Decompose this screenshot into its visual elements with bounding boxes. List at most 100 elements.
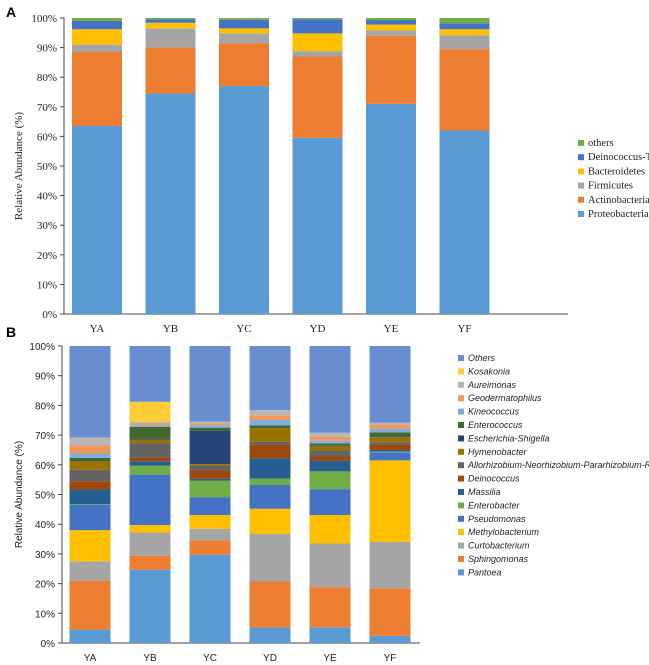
bar-segment-deinococcus [69, 481, 111, 490]
bar-segment-aureimonas [189, 421, 231, 424]
bar-segment-hymenobacter [69, 460, 111, 470]
bar-segment-actinobacteria [366, 35, 416, 104]
bar-segment-massilia [69, 489, 111, 505]
bar-segment-kosakonia [129, 401, 171, 422]
bar-segment-proteobacteria [366, 103, 416, 314]
y-tick-label: 10% [37, 279, 57, 291]
bar-yb [145, 18, 196, 314]
bar-segment-enterobacter [129, 465, 171, 475]
legend-item: Enterobacter [458, 500, 521, 510]
legend-swatch [578, 196, 584, 203]
bar-segment-enterobacter [69, 504, 111, 505]
chart-panel-b: B 0% 10% 20% 30% 40% 50% 60% 70% 80% 90% 100% Relati… [6, 324, 649, 664]
legend-swatch [458, 381, 464, 388]
bar-yb [129, 346, 171, 643]
legend-label: Kosakonia [468, 366, 510, 376]
legend-item: Methylobacterium [458, 527, 540, 537]
bar-segment-allorhizobium-neorhizobium-pararhizobium-rhizobium [369, 442, 411, 445]
legend-item: Curtobacterium [458, 541, 530, 551]
bar-segment-deinococcus-thermus [292, 19, 343, 34]
bar-segment-enterococcus [129, 426, 171, 439]
legend-swatch [578, 211, 584, 217]
bar-segment-bacteroidetes [366, 24, 416, 31]
legend: others Deinococcus-Thermus Bacteroidetes Fi… [578, 138, 649, 220]
bar-segment-geodermatophilus [309, 436, 351, 441]
legend-swatch [458, 368, 464, 375]
legend-label: Actinobacteria [588, 195, 649, 206]
bar-segment-sphingomonas [69, 580, 111, 630]
legend-label: Geodermatophilus [468, 393, 542, 403]
bar-segment-escherichia-shigella [129, 438, 171, 440]
bar-segment-deinococcus [369, 444, 411, 450]
bar-segment-allorhizobium-neorhizobium-pararhizobium-rhizobium [129, 443, 171, 458]
bar-yf [439, 18, 490, 314]
bar-yd [249, 346, 291, 643]
legend-label: Massilia [468, 487, 501, 497]
bar-segment-curtobacterium [249, 534, 291, 582]
bar-segment-deinococcus-thermus [366, 20, 416, 25]
legend-label: Deinococcus [468, 474, 520, 484]
bar-segment-pseudomonas [129, 474, 171, 526]
bar-segment-hymenobacter [189, 464, 231, 466]
bar-segment-pantoea [249, 627, 291, 643]
legend-item: Kineococcus [458, 407, 520, 417]
bar-segment-sphingomonas [249, 581, 291, 628]
bar-segment-pantoea [309, 627, 351, 643]
legend-swatch [458, 556, 464, 562]
legend-item: Deinococcus-Thermus [578, 152, 649, 163]
bar-segment-aureimonas [129, 421, 171, 424]
bar-segment-escherichia-shigella [189, 430, 231, 465]
bar-segment-pseudomonas [69, 504, 111, 531]
legend-item: Massilia [458, 487, 501, 497]
legend-label: Enterococcus [468, 420, 523, 430]
legend-swatch [458, 355, 464, 361]
bar-segment-curtobacterium [129, 532, 171, 556]
legend-item: Escherichia-Shigella [458, 433, 550, 443]
bar-segment-methylobacterium [369, 460, 411, 543]
x-tick-label: YC [203, 653, 217, 664]
bar-segment-others [129, 346, 171, 402]
y-tick-label: 0% [41, 639, 56, 650]
bar-segment-methylobacterium [129, 525, 171, 533]
chart-panel-a: A 0% 10% 20% 30% 40% 50% 60% 70% 80% 90% 100% Relati… [6, 4, 649, 335]
bar-segment-pseudomonas [189, 497, 231, 515]
y-tick-label: 60% [37, 131, 57, 143]
legend-item: Sphingomonas [458, 554, 529, 564]
legend-label: Firmicutes [588, 181, 633, 192]
bar-yd [292, 18, 343, 314]
legend-swatch [458, 435, 464, 442]
bar-segment-geodermatophilus [369, 425, 411, 429]
bar-segment-kineococcus [129, 425, 171, 427]
bar-segment-pseudomonas [309, 489, 351, 515]
bar-segment-geodermatophilus [129, 423, 171, 426]
legend-swatch [578, 182, 584, 189]
bar-segment-deinococcus [309, 456, 351, 461]
bar-segment-others [439, 18, 490, 24]
bar-segment-hymenobacter [369, 437, 411, 443]
bar-segment-pseudomonas [369, 452, 411, 461]
bar-segment-escherichia-shigella [69, 460, 111, 461]
bar-segment-hymenobacter [309, 446, 351, 451]
legend-swatch [578, 168, 584, 175]
bar-segment-actinobacteria [292, 56, 343, 138]
bar-segment-kineococcus [249, 419, 291, 426]
bar-segment-others [366, 18, 416, 21]
x-tick-label: YB [163, 323, 178, 335]
legend-swatch [458, 489, 464, 495]
bar-segment-sphingomonas [129, 555, 171, 570]
bar-segment-massilia [249, 458, 291, 479]
bar-segment-aureimonas [369, 422, 411, 426]
bar-segment-pantoea [369, 635, 411, 643]
y-tick-label: 100% [31, 13, 57, 25]
x-tick-label: YF [457, 323, 471, 335]
bar-segment-enterobacter [369, 451, 411, 453]
y-tick-label: 70% [37, 102, 57, 114]
bar-segment-methylobacterium [309, 514, 351, 544]
legend-item: Aureimonas [458, 380, 517, 390]
bar-segment-enterobacter [189, 480, 231, 498]
x-tick-label: YC [236, 323, 251, 335]
bar-segment-aureimonas [69, 437, 111, 446]
legend-swatch [578, 154, 584, 161]
bar-segment-curtobacterium [309, 543, 351, 588]
legend-label: Others [468, 353, 496, 363]
